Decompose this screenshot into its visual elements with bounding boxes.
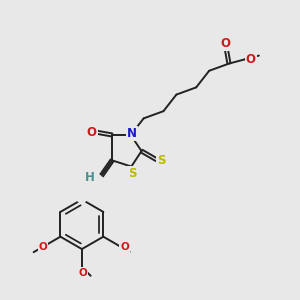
- Text: O: O: [120, 242, 129, 252]
- Text: S: S: [128, 167, 137, 180]
- Text: N: N: [127, 127, 137, 140]
- Text: S: S: [157, 154, 166, 167]
- Text: O: O: [78, 268, 87, 278]
- Text: O: O: [38, 242, 47, 252]
- Text: O: O: [246, 53, 256, 66]
- Text: O: O: [220, 37, 230, 50]
- Text: H: H: [85, 171, 95, 184]
- Text: O: O: [87, 125, 97, 139]
